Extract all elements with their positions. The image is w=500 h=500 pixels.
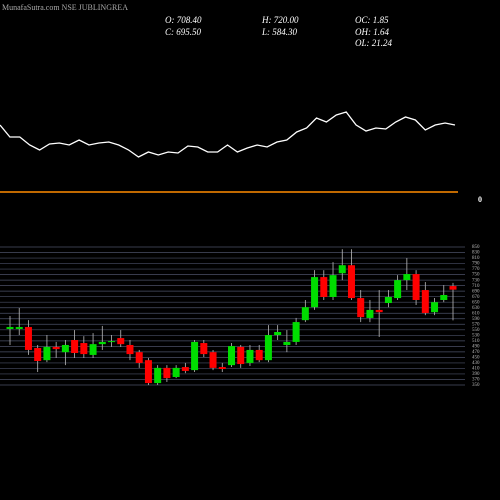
candle-body [191, 341, 199, 371]
header-low: L: 584.30 [261, 27, 298, 37]
header-ol: OL: 21.24 [355, 38, 393, 48]
indicator-line [0, 111, 456, 158]
y-tick-label: 730 [472, 278, 480, 283]
header-close: C: 695.50 [165, 27, 202, 37]
candle-body [338, 265, 346, 274]
candle-body [61, 344, 69, 353]
candle-body [43, 346, 51, 361]
candle-body [228, 346, 235, 366]
candle-body [375, 309, 383, 313]
candle-body [209, 352, 217, 368]
y-tick-label: 450 [472, 356, 480, 361]
candle-body [117, 338, 125, 345]
y-tick-label: 410 [472, 367, 480, 372]
y-tick-label: 490 [472, 345, 480, 350]
y-tick-label: 550 [472, 328, 480, 333]
y-tick-label: 710 [472, 284, 480, 289]
candle-body [71, 340, 79, 353]
y-tick-label: 630 [472, 306, 480, 311]
candle-body [412, 274, 420, 300]
candle-body [292, 322, 300, 342]
y-tick-label: 590 [472, 317, 480, 322]
candle-body [431, 302, 439, 313]
chart-title: MunafaSutra.com NSE JUBLINGREA [2, 3, 128, 12]
candle-body [311, 277, 319, 308]
candle-body [449, 286, 457, 290]
y-tick-label: 570 [472, 322, 480, 327]
candle-body [394, 280, 402, 299]
y-tick-label: 350 [472, 383, 480, 388]
header-open: O: 708.40 [165, 15, 202, 25]
candle-body [15, 327, 23, 329]
candle-body [274, 332, 282, 336]
candle-body [440, 295, 448, 300]
candle-body [108, 341, 116, 343]
candle-body [357, 298, 365, 318]
candle-body [264, 335, 272, 361]
candle-body [301, 307, 309, 321]
candle-body [366, 309, 374, 318]
y-tick-label: 830 [472, 251, 480, 256]
y-tick-label: 610 [472, 311, 480, 316]
candle-body [421, 290, 429, 313]
candle-body [200, 343, 208, 355]
y-tick-label: 430 [472, 361, 480, 366]
candle-body [34, 348, 42, 361]
candle-body [163, 367, 171, 379]
candle-body [246, 349, 254, 363]
y-tick-label: 790 [472, 262, 480, 267]
y-tick-label: 530 [472, 333, 480, 338]
y-tick-label: 510 [472, 339, 480, 344]
header-oh: OH: 1.64 [355, 27, 389, 37]
y-tick-label: 470 [472, 350, 480, 355]
candle-body [255, 349, 263, 361]
candle-body [24, 327, 32, 350]
y-tick-label: 850 [472, 245, 480, 250]
candle-body [403, 274, 411, 281]
candle-body [347, 265, 355, 299]
candle-body [320, 277, 328, 297]
candle-body [80, 343, 88, 355]
header-oc: OC: 1.85 [355, 15, 389, 25]
candle-body [329, 275, 337, 297]
y-tick-label: 390 [472, 372, 480, 377]
candle-body [181, 367, 189, 371]
candle-body [283, 341, 291, 345]
candle-body [89, 344, 97, 355]
y-tick-label: 810 [472, 256, 480, 261]
y-tick-label: 690 [472, 289, 480, 294]
candle-body [6, 327, 14, 329]
candle-body [154, 367, 162, 384]
header: O: 708.40 H: 720.00 OC: 1.85 C: 695.50 L… [165, 15, 393, 48]
candle-body [384, 296, 392, 304]
y-tick-label: 370 [472, 378, 480, 383]
y-tick-label: 750 [472, 273, 480, 278]
baseline-label: 0 [478, 195, 482, 204]
y-tick-label: 670 [472, 295, 480, 300]
candle-body [218, 367, 226, 369]
candle-body [98, 341, 106, 345]
header-high: H: 720.00 [261, 15, 299, 25]
y-tick-label: 770 [472, 267, 480, 272]
candle-body [135, 352, 143, 363]
candle-body [172, 367, 180, 377]
candle-body [52, 346, 60, 350]
y-tick-label: 650 [472, 300, 480, 305]
candle-body [144, 360, 152, 384]
candle-body [237, 346, 245, 365]
candle-body [126, 344, 134, 355]
